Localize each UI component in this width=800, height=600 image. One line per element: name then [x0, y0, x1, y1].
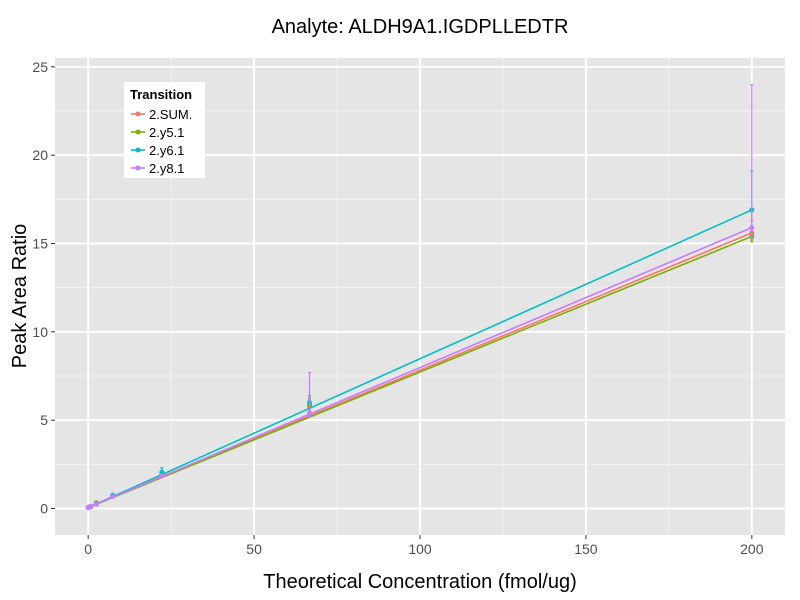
y-axis-title: Peak Area Ratio [9, 224, 31, 369]
major-gridlines [55, 58, 785, 535]
legend-item: 2.y5.1 [131, 125, 184, 140]
legend-item: 2.y8.1 [131, 161, 184, 176]
y-tick-label: 20 [32, 147, 48, 163]
y-tick-label: 0 [40, 501, 48, 517]
data-point [749, 225, 755, 231]
x-tick-label: 150 [574, 541, 598, 557]
legend: Transition 2.SUM. 2.y5.1 2.y6.1 2.y8.1 [124, 82, 205, 178]
legend-key-point [135, 147, 141, 153]
legend-title: Transition [130, 87, 192, 102]
data-point [88, 504, 94, 510]
x-tick-label: 100 [408, 541, 432, 557]
data-point [110, 493, 116, 499]
legend-label: 2.y5.1 [149, 125, 184, 140]
series-layer [85, 83, 755, 511]
y-tick-label: 5 [40, 412, 48, 428]
y-tick-label: 25 [32, 59, 48, 75]
data-point [159, 473, 165, 479]
legend-label: 2.y6.1 [149, 143, 184, 158]
legend-item: 2.SUM. [131, 107, 192, 122]
x-tick-label: 50 [246, 541, 262, 557]
x-tick-label: 0 [84, 541, 92, 557]
x-tick-label: 200 [740, 541, 764, 557]
x-axis-title: Theoretical Concentration (fmol/ug) [263, 571, 576, 593]
data-point [307, 410, 313, 416]
y-tick-label: 15 [32, 236, 48, 252]
series-2.y8.1 [85, 83, 755, 511]
fit-line [87, 226, 753, 509]
x-axis-ticks: 0 50 100 150 200 [84, 535, 764, 557]
legend-label: 2.SUM. [149, 107, 192, 122]
data-point [93, 501, 99, 507]
legend-label: 2.y8.1 [149, 161, 184, 176]
legend-key-point [135, 129, 141, 135]
legend-items: 2.SUM. 2.y5.1 2.y6.1 2.y8.1 [131, 107, 192, 176]
chart-title: Analyte: ALDH9A1.IGDPLLEDTR [272, 16, 569, 38]
legend-key-point [135, 111, 141, 117]
y-tick-label: 10 [32, 324, 48, 340]
fit-line [87, 209, 753, 509]
fit-line [87, 235, 753, 509]
y-axis-ticks: 0 5 10 15 20 25 [32, 59, 55, 517]
legend-item: 2.y6.1 [131, 143, 184, 158]
legend-key-point [135, 165, 141, 171]
